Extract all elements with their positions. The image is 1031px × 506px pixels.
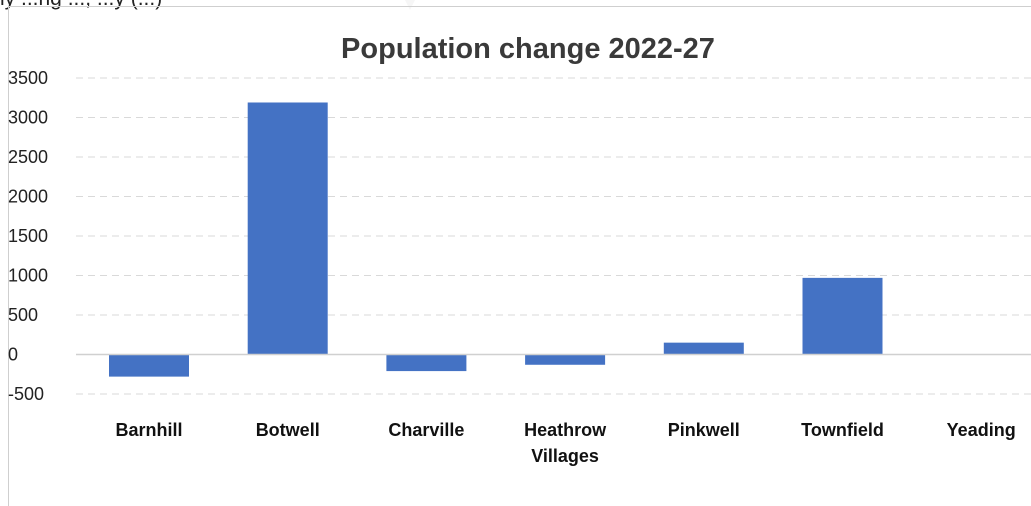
bar-charville [386, 354, 467, 372]
x-tick-label: Townfield [801, 420, 884, 440]
bars [109, 102, 883, 377]
y-tick-label: 2500 [8, 147, 48, 167]
bar-botwell [247, 102, 328, 355]
gridlines [76, 77, 1031, 395]
y-tick-label: 0 [8, 345, 18, 365]
y-tick-label: 2000 [8, 187, 48, 207]
chart-frame [8, 6, 1031, 506]
x-tick-label: Pinkwell [668, 420, 740, 440]
y-tick-label: 3500 [8, 68, 48, 88]
x-tick-label: Botwell [256, 420, 320, 440]
y-tick-label: 1500 [8, 226, 48, 246]
x-tick-label: Charville [388, 420, 464, 440]
x-tick-label: Yeading [947, 420, 1016, 440]
y-tick-label: -500 [8, 384, 44, 404]
bar-heathrow-villages [525, 354, 606, 365]
bar-townfield [802, 277, 883, 355]
y-axis-ticks: 3500 3000 2500 2000 1500 1000 500 0 -500 [8, 68, 48, 404]
y-tick-label: 1000 [8, 266, 48, 286]
y-tick-label: 500 [8, 305, 38, 325]
bar-barnhill [109, 354, 189, 377]
cropped-header-text: ly ...ng ..., ...y (...) [0, 0, 1031, 11]
x-tick-label: Heathrow Villages [524, 420, 607, 466]
x-axis-ticks: Barnhill Botwell Charville Heathrow Villages… [115, 420, 1015, 466]
x-tick-label: Barnhill [115, 420, 182, 440]
chart-title: Population change 2022-27 [341, 33, 715, 65]
bar-pinkwell [663, 342, 744, 355]
y-tick-label: 3000 [8, 108, 48, 128]
watermark-logo [405, 0, 415, 10]
bar-chart: Population change 2022-27 3500 3000 2500 20… [8, 33, 1031, 466]
